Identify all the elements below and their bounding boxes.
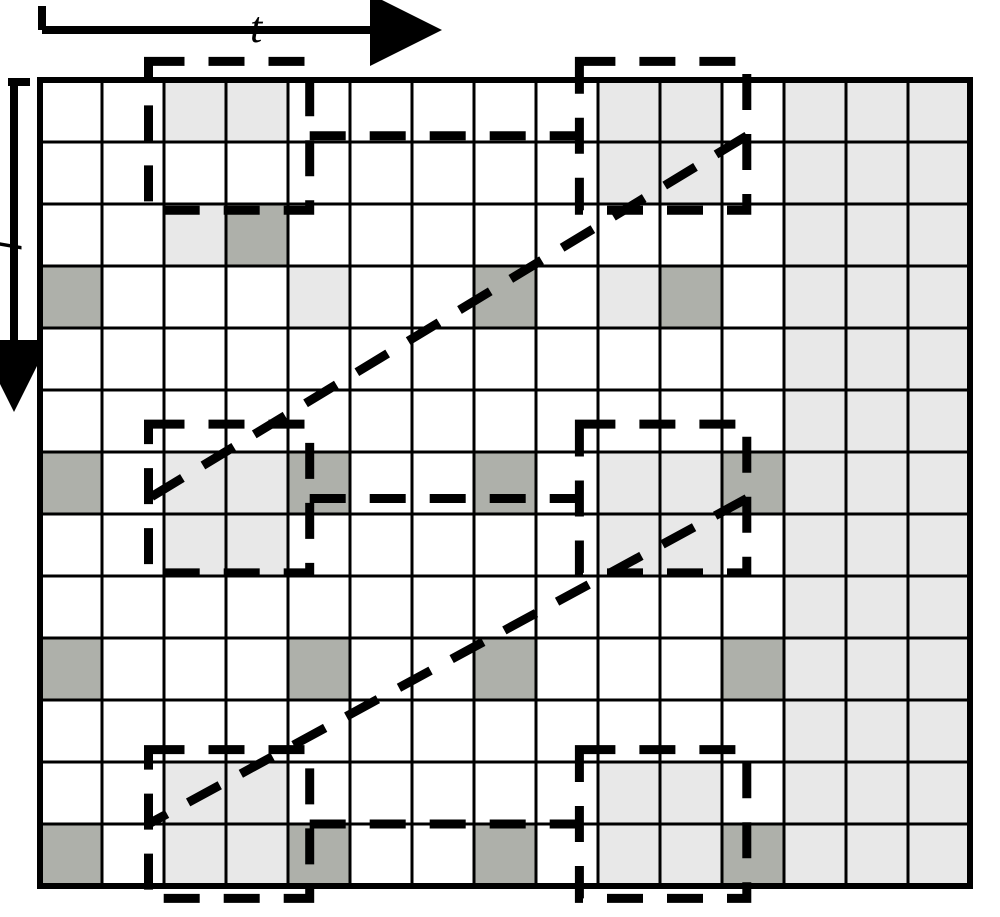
grid-cell — [846, 452, 908, 514]
grid-cell — [908, 452, 970, 514]
grid-cell — [164, 80, 226, 142]
grid-cell — [784, 390, 846, 452]
grid-cell — [40, 638, 102, 700]
grid-cell — [226, 762, 288, 824]
grid-cell — [908, 80, 970, 142]
grid-cell — [598, 824, 660, 886]
grid-cell — [784, 266, 846, 328]
grid-cell — [598, 266, 660, 328]
grid-cell — [908, 514, 970, 576]
grid-cell — [846, 80, 908, 142]
grid-cell — [846, 638, 908, 700]
grid-cell — [40, 266, 102, 328]
grid-cell — [226, 80, 288, 142]
grid-cell — [164, 824, 226, 886]
grid-cell — [660, 452, 722, 514]
grid-cell — [846, 390, 908, 452]
grid-cell — [784, 204, 846, 266]
grid-cell — [846, 576, 908, 638]
grid-cell — [598, 762, 660, 824]
grid-cell — [908, 266, 970, 328]
grid-cell — [288, 638, 350, 700]
grid-cell — [784, 328, 846, 390]
grid-cell — [784, 514, 846, 576]
grid-cell — [908, 142, 970, 204]
grid-cell — [784, 824, 846, 886]
grid-cell — [164, 762, 226, 824]
grid-cell — [784, 576, 846, 638]
grid-cell — [598, 452, 660, 514]
grid-cell — [226, 452, 288, 514]
grid-cell — [288, 824, 350, 886]
diagram-container: tf — [0, 0, 1000, 917]
grid-cell — [660, 266, 722, 328]
grid-cell — [226, 514, 288, 576]
grid-cell — [846, 700, 908, 762]
grid-cell — [908, 638, 970, 700]
grid-cell — [846, 204, 908, 266]
grid-cell — [660, 824, 722, 886]
grid-cell — [164, 514, 226, 576]
grid-cell — [908, 204, 970, 266]
grid-cell — [722, 824, 784, 886]
grid-cell — [474, 452, 536, 514]
grid-cell — [784, 638, 846, 700]
diagram-svg: tf — [0, 0, 1000, 917]
grid-cell — [784, 80, 846, 142]
grid-cell — [846, 266, 908, 328]
grid-cell — [474, 638, 536, 700]
grid-cell — [784, 700, 846, 762]
grid-cell — [40, 824, 102, 886]
grid-cell — [288, 452, 350, 514]
grid-cell — [598, 80, 660, 142]
grid-cell — [908, 328, 970, 390]
grid-cell — [784, 142, 846, 204]
grid-cell — [598, 142, 660, 204]
grid-cell — [908, 762, 970, 824]
grid-cell — [908, 390, 970, 452]
grid-cell — [846, 142, 908, 204]
grid-cell — [908, 824, 970, 886]
grid-cell — [784, 452, 846, 514]
grid-cell — [474, 824, 536, 886]
grid-cell — [846, 514, 908, 576]
grid-cell — [846, 762, 908, 824]
grid-cell — [288, 266, 350, 328]
grid-cell — [908, 576, 970, 638]
grid-cell — [784, 762, 846, 824]
grid-cell — [908, 700, 970, 762]
grid-cell — [660, 80, 722, 142]
grid-cell — [226, 824, 288, 886]
axis-label-t: t — [250, 3, 264, 52]
grid-cell — [722, 638, 784, 700]
grid-cell — [846, 824, 908, 886]
grid-cell — [660, 762, 722, 824]
grid-cell — [40, 452, 102, 514]
grid-cell — [846, 328, 908, 390]
